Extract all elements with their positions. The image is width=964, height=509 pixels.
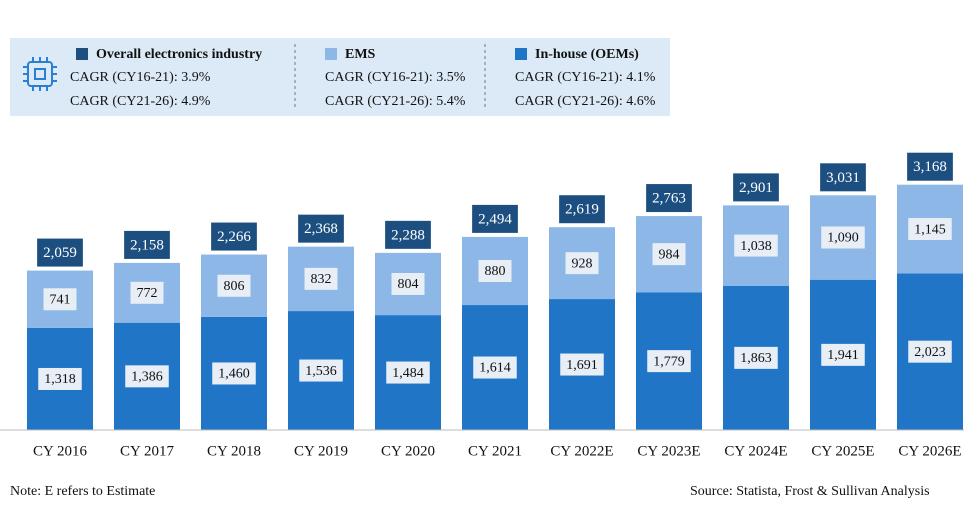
value-label-box: [212, 362, 256, 385]
value-label-box: [734, 346, 778, 369]
value-label: 806: [224, 279, 245, 294]
value-label: 2,158: [130, 237, 164, 253]
note: Note: E refers to Estimate: [10, 484, 155, 499]
value-label-box: [386, 361, 430, 384]
legend-box: [10, 38, 670, 116]
value-label: 2,266: [217, 229, 251, 245]
total-label-box: [907, 152, 953, 181]
total-label-box: [646, 184, 692, 213]
value-label: 2,901: [739, 180, 773, 196]
legend-cagr: CAGR (CY16-21): 3.5%: [325, 70, 466, 85]
value-label-box: [217, 274, 251, 297]
legend-swatch: [76, 48, 88, 60]
value-label-box: [734, 234, 778, 257]
legend-cagr: CAGR (CY16-21): 3.9%: [70, 70, 211, 85]
x-tick-label: CY 2020: [381, 443, 435, 459]
value-label-box: [130, 281, 164, 304]
x-tick-label: CY 2025E: [811, 443, 874, 459]
legend-label: Overall electronics industry: [96, 47, 262, 62]
value-label-box: [560, 353, 604, 376]
value-label: 1,145: [914, 222, 946, 237]
legend-swatch: [515, 48, 527, 60]
value-label-box: [821, 226, 865, 249]
value-label: 1,779: [653, 354, 685, 369]
value-label-box: [908, 340, 952, 363]
value-label-box: [473, 356, 517, 379]
total-label-box: [820, 163, 866, 192]
value-label: 1,484: [392, 366, 424, 381]
legend-label: In-house (OEMs): [535, 47, 639, 62]
value-label: 772: [137, 286, 158, 301]
x-tick-label: CY 2018: [207, 443, 261, 459]
value-label-box: [647, 350, 691, 373]
legend-cagr: CAGR (CY21-26): 5.4%: [325, 94, 466, 109]
value-label-box: [299, 359, 343, 382]
value-label-box: [478, 259, 512, 282]
value-label: 1,318: [44, 372, 76, 387]
value-label: 2,288: [391, 227, 425, 243]
value-label: 3,168: [913, 159, 947, 175]
value-label: 2,494: [478, 211, 512, 227]
x-tick-label: CY 2024E: [724, 443, 787, 459]
value-label: 1,460: [218, 367, 250, 382]
value-label: 928: [572, 256, 593, 271]
total-label-box: [559, 195, 605, 224]
x-tick-label: CY 2023E: [637, 443, 700, 459]
value-label: 832: [311, 272, 332, 287]
x-tick-label: CY 2016: [33, 443, 88, 459]
value-label-box: [652, 243, 686, 266]
total-label-box: [124, 230, 170, 259]
value-label: 1,386: [131, 370, 163, 385]
value-label: 804: [398, 277, 419, 292]
legend-label: EMS: [345, 47, 376, 62]
total-label-box: [37, 238, 83, 267]
value-label-box: [565, 252, 599, 275]
value-label: 741: [50, 292, 71, 307]
value-label: 2,023: [914, 345, 946, 360]
x-tick-label: CY 2022E: [550, 443, 613, 459]
value-label: 1,536: [305, 364, 337, 379]
value-label-box: [125, 365, 169, 388]
legend-cagr: CAGR (CY16-21): 4.1%: [515, 70, 656, 85]
value-label: 984: [659, 247, 680, 262]
value-label: 1,090: [827, 231, 859, 246]
value-label-box: [391, 272, 425, 295]
value-label: 1,691: [566, 358, 598, 373]
x-tick-label: CY 2026E: [898, 443, 961, 459]
value-label: 2,059: [43, 245, 77, 261]
legend-cagr: CAGR (CY21-26): 4.9%: [70, 94, 211, 109]
value-label: 3,031: [826, 170, 860, 186]
chip-icon: [23, 57, 57, 91]
value-label: 1,038: [740, 239, 772, 254]
total-label-box: [385, 220, 431, 249]
value-label: 1,941: [827, 348, 859, 363]
value-label-box: [43, 288, 77, 311]
total-label-box: [298, 214, 344, 243]
value-label-box: [821, 343, 865, 366]
legend-cagr: CAGR (CY21-26): 4.6%: [515, 94, 656, 109]
legend-swatch: [325, 48, 337, 60]
value-label-box: [908, 218, 952, 241]
total-label-box: [733, 173, 779, 202]
x-tick-label: CY 2021: [468, 443, 522, 459]
total-label-box: [472, 204, 518, 233]
value-label: 1,614: [479, 361, 511, 376]
value-label-box: [38, 367, 82, 390]
source: Source: Statista, Frost & Sullivan Analy…: [690, 484, 930, 499]
total-label-box: [211, 222, 257, 251]
x-tick-label: CY 2017: [120, 443, 175, 459]
value-label: 2,763: [652, 191, 686, 207]
value-label: 2,368: [304, 221, 338, 237]
value-label: 880: [485, 264, 506, 279]
value-label-box: [304, 267, 338, 290]
value-label: 2,619: [565, 202, 599, 218]
value-label: 1,863: [740, 351, 772, 366]
x-tick-label: CY 2019: [294, 443, 348, 459]
